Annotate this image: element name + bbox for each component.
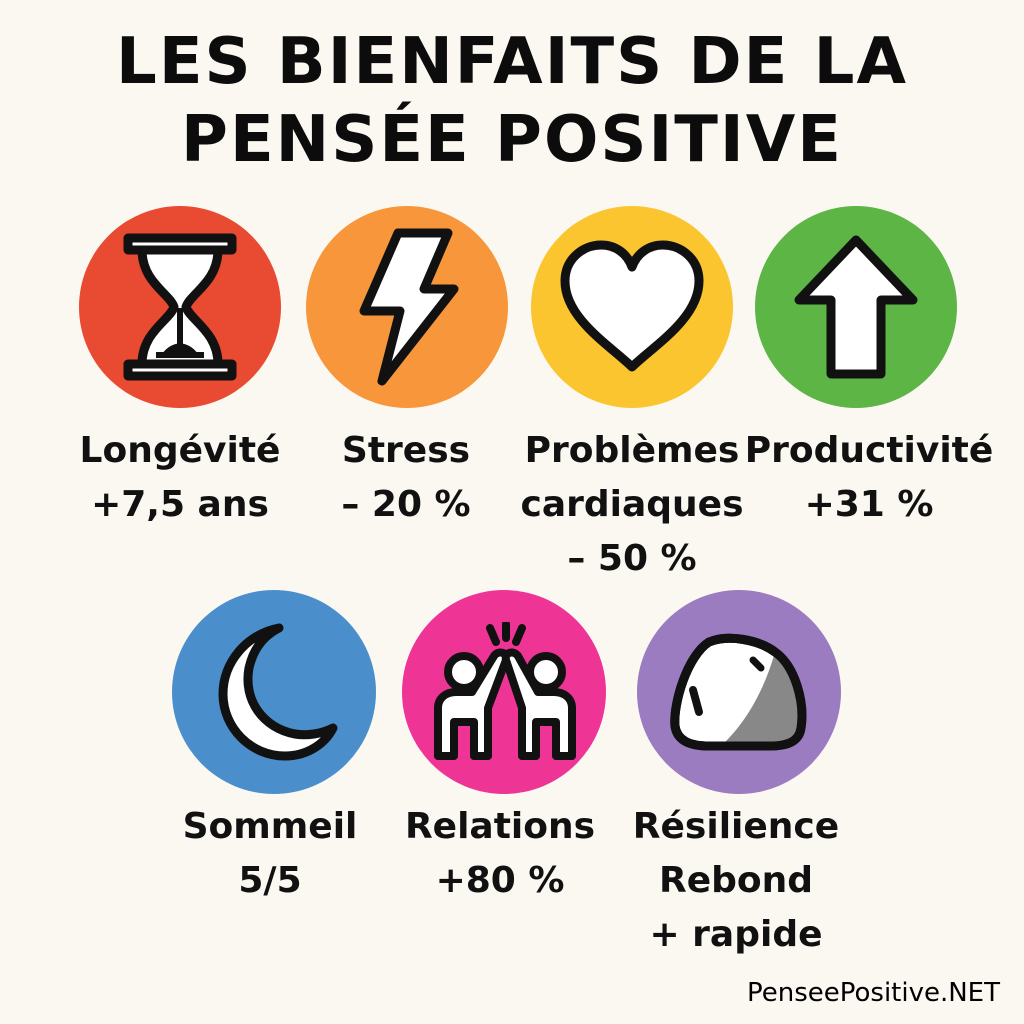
benefit-value: + rapide bbox=[649, 914, 823, 955]
crescent-moon-icon bbox=[218, 623, 338, 761]
sleep-label: Sommeil 5/5 bbox=[130, 800, 410, 908]
heart-icon bbox=[560, 240, 704, 372]
site-credit: PenseePositive.NET bbox=[746, 978, 1000, 1008]
benefit-value: +7,5 ans bbox=[91, 484, 269, 525]
stress-label: Stress – 20 % bbox=[266, 424, 546, 532]
benefit-value: – 50 % bbox=[567, 538, 697, 579]
heart-problems-circle bbox=[531, 206, 733, 408]
benefit-name: Problèmes bbox=[524, 430, 740, 471]
page-title-line-1: LES BIENFAITS DE LA bbox=[116, 25, 908, 99]
benefit-name: Résilience bbox=[632, 806, 840, 847]
longevity-circle bbox=[79, 206, 281, 408]
page-title-line-2: PENSÉE POSITIVE bbox=[181, 103, 843, 177]
benefit-name: Productivité bbox=[744, 430, 994, 471]
benefit-value: 5/5 bbox=[238, 860, 302, 901]
benefit-value: +31 % bbox=[804, 484, 934, 525]
relations-label: Relations +80 % bbox=[360, 800, 640, 908]
benefit-name-2: Rebond bbox=[658, 860, 814, 901]
longevity-label: Longévité +7,5 ans bbox=[40, 424, 320, 532]
bouncing-stone-icon bbox=[670, 633, 807, 751]
benefit-value: +80 % bbox=[435, 860, 565, 901]
lightning-bolt-icon bbox=[359, 228, 459, 386]
heart-problems-label: Problèmes cardiaques – 50 % bbox=[492, 424, 772, 586]
benefit-name-2: cardiaques bbox=[520, 484, 744, 525]
resilience-label: Résilience Rebond + rapide bbox=[596, 800, 876, 962]
benefit-value: – 20 % bbox=[341, 484, 471, 525]
productivity-label: Productivité +31 % bbox=[724, 424, 1014, 532]
up-arrow-icon bbox=[794, 235, 918, 379]
stress-circle bbox=[306, 206, 508, 408]
high-five-icon bbox=[434, 622, 576, 760]
relations-circle bbox=[402, 590, 606, 794]
sleep-circle bbox=[172, 590, 376, 794]
hourglass-icon bbox=[123, 233, 237, 381]
resilience-circle bbox=[637, 590, 841, 794]
benefit-name: Relations bbox=[404, 806, 596, 847]
benefit-name: Sommeil bbox=[182, 806, 358, 847]
productivity-circle bbox=[755, 206, 957, 408]
benefit-name: Longévité bbox=[79, 430, 281, 471]
benefit-name: Stress bbox=[341, 430, 471, 471]
